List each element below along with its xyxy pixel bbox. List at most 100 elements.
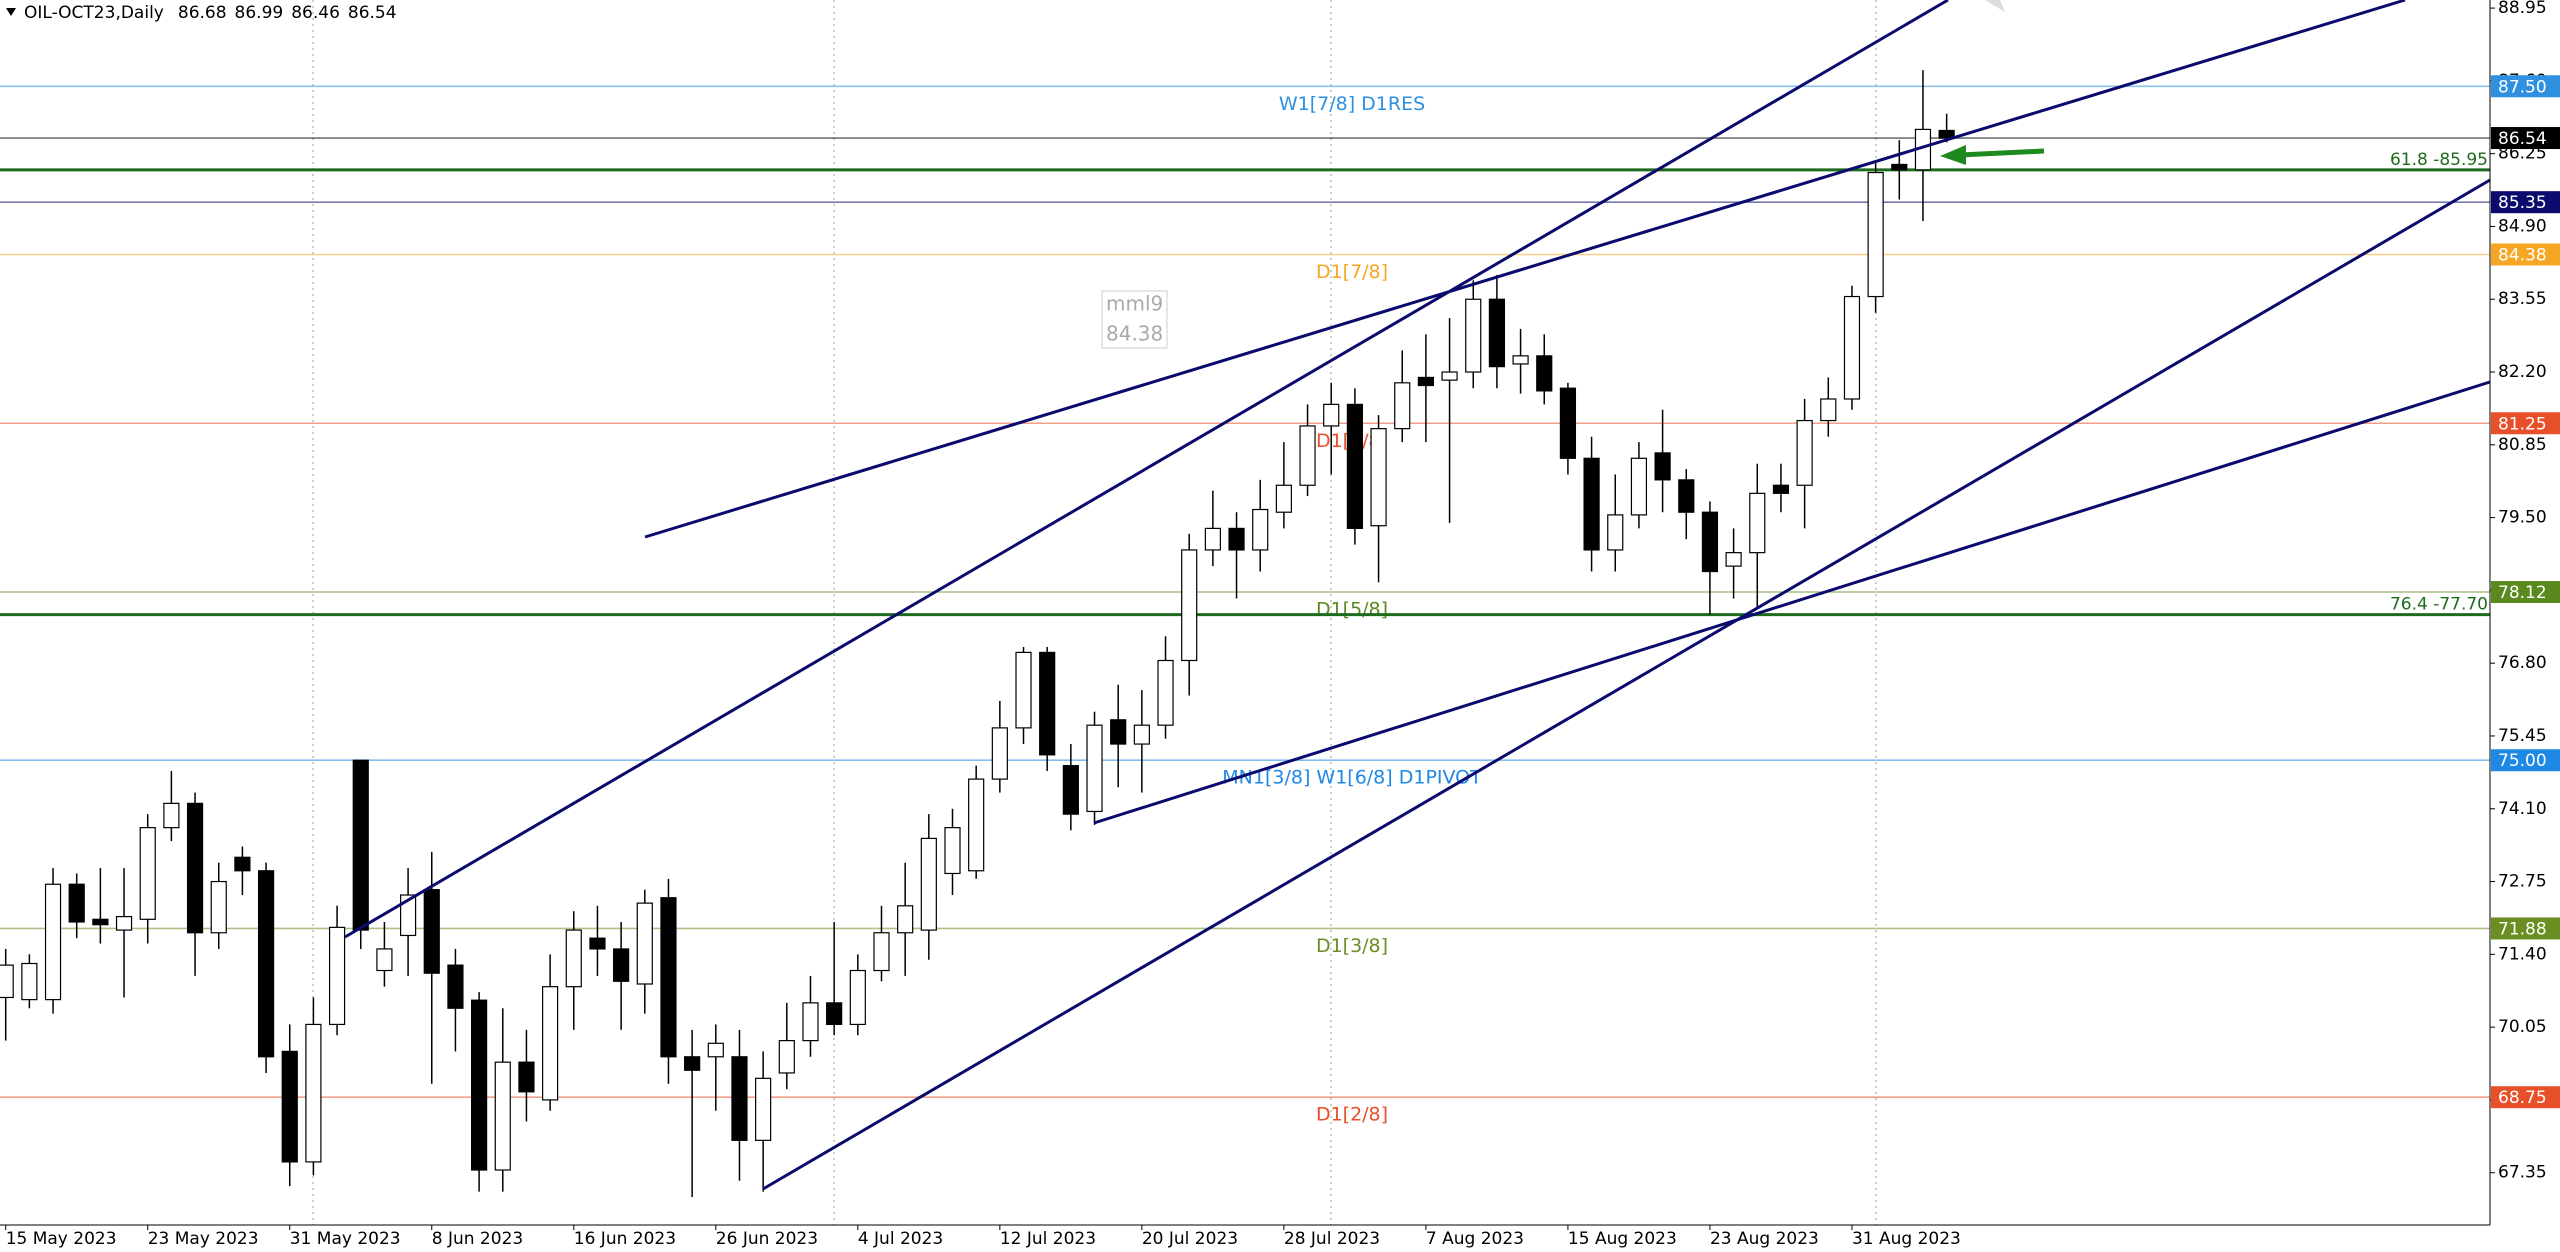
trendline	[344, 0, 1949, 939]
y-tick-label: 80.85	[2498, 435, 2547, 455]
candle-body	[944, 827, 961, 875]
level-text: MN1[3/8] W1[6/8] D1PIVOT	[1222, 767, 1482, 789]
price-tag	[2491, 191, 2560, 214]
candle-body	[613, 948, 630, 982]
x-tick-label: 20 Jul 2023	[1142, 1229, 1238, 1249]
annotation-box: mml9 84.38	[1101, 290, 1168, 349]
candle-body	[1938, 129, 1955, 139]
chart-title: OIL-OCT23,Daily	[24, 3, 164, 23]
candle-body	[1275, 484, 1292, 513]
candle-body	[731, 1056, 748, 1141]
candle-body	[494, 1061, 511, 1171]
level-text: D1[7/8]	[1316, 261, 1388, 283]
candle-body	[1488, 298, 1506, 368]
candle-body	[1133, 724, 1150, 745]
marker	[1985, 0, 2005, 12]
candle-body	[1465, 298, 1482, 373]
candle-body	[1630, 457, 1648, 516]
candle-body	[399, 894, 417, 937]
candle-body	[1039, 651, 1056, 756]
candle-body	[1512, 355, 1529, 365]
candle-body	[163, 802, 180, 829]
price-tag-label: 71.88	[2498, 919, 2547, 939]
candle-body	[1062, 765, 1079, 815]
y-tick-label: 84.90	[2498, 216, 2547, 236]
candle-body	[0, 964, 14, 999]
candle-body	[1725, 552, 1742, 567]
fib-label: 61.8 -85.95	[2390, 150, 2488, 170]
candle-body	[1252, 508, 1269, 551]
candle-body	[1417, 376, 1435, 387]
x-tick-label: 31 May 2023	[290, 1229, 401, 1249]
candle-body	[873, 932, 890, 972]
candle-body	[186, 802, 204, 934]
candle-body	[257, 870, 275, 1058]
candle-body	[518, 1061, 535, 1093]
candle-body	[968, 778, 985, 872]
candle-body	[849, 969, 866, 1026]
y-tick-label: 74.10	[2498, 799, 2547, 819]
candle-body	[1441, 371, 1458, 381]
candle-body	[210, 880, 227, 934]
trendline	[762, 178, 2491, 1191]
candle-body	[660, 897, 677, 1058]
price-tag-label: 78.12	[2498, 583, 2547, 603]
candle-body	[542, 986, 559, 1101]
candle-body	[1607, 514, 1624, 551]
x-tick-label: 28 Jul 2023	[1284, 1229, 1380, 1249]
candle-body	[281, 1050, 298, 1163]
x-tick-label: 4 Jul 2023	[858, 1229, 943, 1249]
x-tick-label: 23 May 2023	[148, 1229, 259, 1249]
candle-body	[423, 889, 440, 974]
candle-body	[1843, 295, 1861, 400]
annotation-value: 84.38	[1106, 322, 1163, 346]
candle-body	[328, 926, 346, 1026]
candle-body	[1204, 527, 1221, 551]
y-tick-label: 67.35	[2498, 1163, 2547, 1183]
y-tick-label: 83.55	[2498, 289, 2547, 309]
candle-body	[471, 999, 488, 1171]
level-text: D1[5/8]	[1316, 599, 1388, 621]
x-tick-label: 15 May 2023	[6, 1229, 117, 1249]
header-close: 86.54	[348, 3, 397, 23]
price-tag-label: 87.50	[2498, 77, 2547, 97]
price-tag	[2491, 749, 2560, 772]
candle-body	[802, 1002, 819, 1042]
candle-body	[1323, 403, 1340, 427]
price-tag-label: 81.25	[2498, 414, 2547, 434]
candle-body	[1867, 171, 1884, 298]
header-open: 86.68	[178, 3, 227, 23]
candle-body	[1299, 425, 1316, 486]
x-tick-label: 7 Aug 2023	[1426, 1229, 1524, 1249]
price-tag	[2491, 581, 2560, 604]
price-tag	[2491, 75, 2560, 98]
candle-body	[1086, 724, 1103, 813]
candle-body	[636, 902, 653, 985]
price-tags: 87.50 86.54 85.35 84.38 81.25 78.12 75.00 71.88…	[2491, 75, 2560, 1109]
candle-body	[991, 727, 1008, 780]
candle-body	[1394, 382, 1411, 430]
price-tag-label: 86.54	[2498, 129, 2547, 149]
fib-label: 76.4 -77.70	[2390, 595, 2488, 615]
price-tag-label: 68.75	[2498, 1088, 2547, 1108]
x-tick-label: 26 Jun 2023	[716, 1229, 818, 1249]
y-tick-label: 79.50	[2498, 508, 2547, 528]
price-tag-label: 75.00	[2498, 751, 2547, 771]
candle-body	[1654, 452, 1671, 481]
price-tag-label: 84.38	[2498, 245, 2547, 265]
candle-body	[1559, 387, 1577, 459]
annotation-label: mml9	[1106, 292, 1163, 316]
trendline	[644, 0, 2406, 539]
arrow	[1959, 148, 2045, 158]
x-tick-label: 16 Jun 2023	[574, 1229, 676, 1249]
candle-body	[92, 918, 109, 926]
arrow-head	[1940, 145, 1966, 165]
price-tag	[2491, 412, 2560, 435]
y-tick-label: 82.20	[2498, 362, 2547, 382]
candle-body	[565, 929, 582, 988]
candle-body	[234, 856, 251, 872]
candle-body	[1820, 398, 1837, 422]
price-tag-label: 85.35	[2498, 193, 2547, 213]
